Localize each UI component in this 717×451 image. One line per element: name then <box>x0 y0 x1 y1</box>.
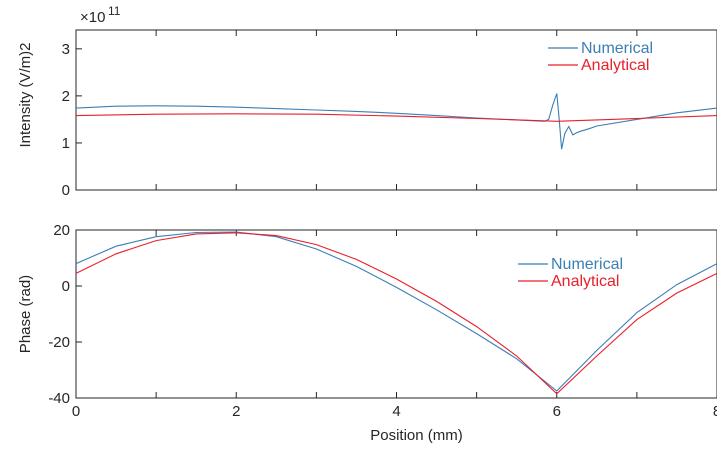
intensity-legend-label-analytical: Analytical <box>581 57 649 74</box>
intensity-ytick-label: 2 <box>62 88 70 105</box>
phase-xtick-label: 8 <box>713 403 717 420</box>
phase-series-numerical <box>76 231 717 392</box>
phase-xtick-label: 4 <box>392 403 400 420</box>
phase-x-axis-title: Position (mm) <box>370 427 463 444</box>
intensity-exponent-power: 11 <box>108 4 121 18</box>
intensity-panel: 0 1 2 3 Intensity (V/m)2 ×10 11 NumericalAnalyt… <box>17 4 717 199</box>
phase-legend-label-numerical: Numerical <box>551 256 623 273</box>
phase-ytick-label: -20 <box>48 334 70 351</box>
phase-ytick-label: -40 <box>48 390 70 407</box>
intensity-ytick-label: 3 <box>62 41 70 58</box>
phase-xtick-label: 6 <box>553 403 561 420</box>
intensity-ytick-label: 1 <box>62 135 70 152</box>
phase-xtick-label: 0 <box>72 403 80 420</box>
intensity-exponent-label: ×10 <box>80 9 105 26</box>
phase-ytick-label: 20 <box>53 222 70 239</box>
phase-xtick-label: 2 <box>232 403 240 420</box>
intensity-series-analytical <box>76 113 717 122</box>
intensity-y-axis-title: Intensity (V/m)2 <box>17 42 34 147</box>
phase-ytick-label: 0 <box>62 278 70 295</box>
intensity-series-numerical <box>76 93 717 150</box>
phase-series-analytical <box>76 232 717 395</box>
phase-panel: 0 2 4 6 8 -40 -20 0 20 Phase (rad) Position (mm) Nu… <box>17 222 717 444</box>
intensity-ytick-label: 0 <box>62 182 70 199</box>
intensity-legend-label-numerical: Numerical <box>581 40 653 57</box>
phase-y-axis-title: Phase (rad) <box>17 275 34 353</box>
phase-legend-label-analytical: Analytical <box>551 273 619 290</box>
